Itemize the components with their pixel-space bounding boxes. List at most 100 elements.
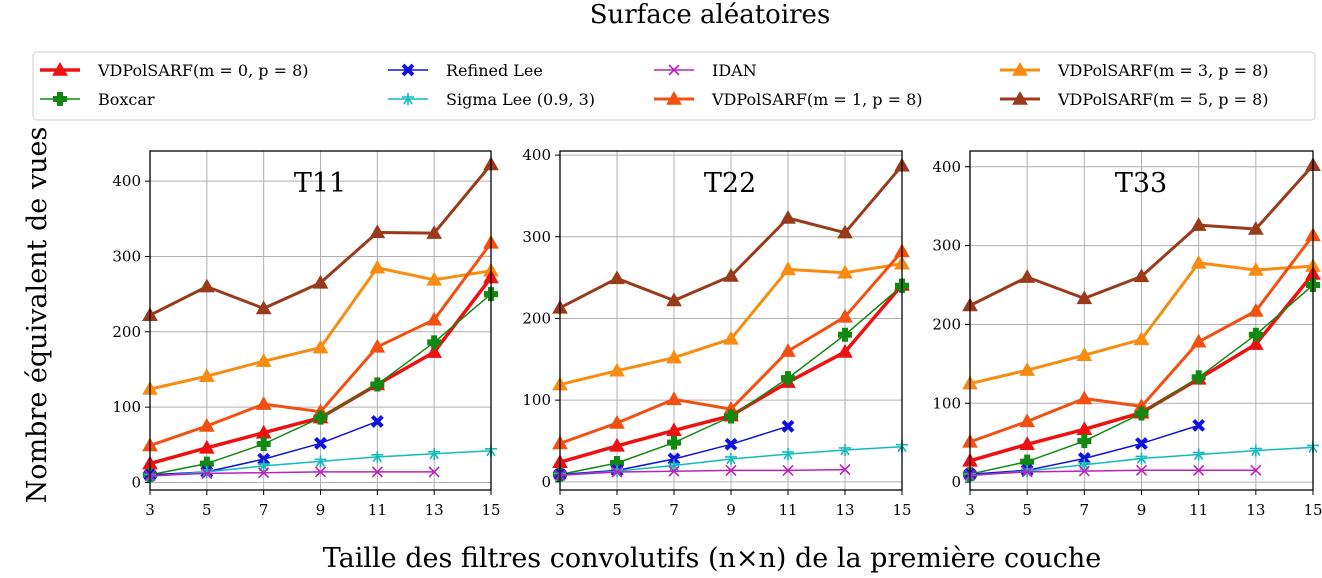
data-point — [312, 274, 329, 289]
data-point — [1248, 327, 1263, 342]
data-point — [1019, 413, 1036, 428]
data-point — [427, 335, 442, 350]
figure-title: Surface aléatoires — [590, 0, 831, 30]
y-tick-label: 100 — [522, 391, 551, 409]
data-point — [1020, 454, 1035, 469]
y-tick-label: 0 — [951, 473, 961, 491]
legend-label: Sigma Lee (0.9, 3) — [446, 90, 595, 109]
y-tick-label: 300 — [522, 228, 551, 246]
data-point — [838, 327, 852, 342]
x-tick-label: 11 — [1189, 501, 1208, 519]
legend-item-vdpolsarf-m-3-p-8: VDPolSARF(m = 3, p = 8) — [1000, 61, 1269, 80]
data-point — [1076, 290, 1093, 305]
data-point — [1078, 465, 1090, 477]
data-point — [370, 415, 384, 428]
data-point — [1019, 269, 1036, 283]
data-point — [782, 464, 794, 476]
data-point — [781, 371, 795, 386]
y-tick-label: 0 — [131, 473, 141, 491]
x-tick-label: 15 — [1303, 501, 1322, 519]
data-point — [666, 292, 682, 307]
data-point — [723, 267, 739, 282]
data-point — [1076, 347, 1093, 361]
y-tick-label: 0 — [541, 473, 551, 491]
legend-swatch-marker — [668, 64, 680, 76]
data-point — [1192, 448, 1205, 461]
x-tick-label: 7 — [669, 501, 679, 519]
y-tick-label: 400 — [932, 158, 961, 176]
data-point — [369, 224, 386, 239]
y-tick-label: 300 — [932, 237, 961, 255]
data-point — [371, 466, 383, 478]
panel-title: T22 — [704, 168, 756, 199]
data-point — [839, 443, 851, 456]
legend-label: IDAN — [712, 61, 757, 80]
data-point — [1249, 444, 1262, 457]
data-point — [1076, 390, 1093, 405]
x-tick-label: 3 — [965, 501, 975, 519]
legend-item-sigma-lee-0-9-3: Sigma Lee (0.9, 3) — [388, 90, 595, 109]
y-tick-label: 400 — [112, 172, 141, 190]
data-point — [1135, 437, 1148, 450]
legend-swatch-marker — [401, 63, 415, 77]
data-point — [312, 339, 329, 354]
data-point — [1193, 464, 1205, 476]
legend-swatch-marker — [666, 90, 682, 105]
data-point — [780, 343, 796, 357]
legend-item-vdpolsarf-m-5-p-8: VDPolSARF(m = 5, p = 8) — [1000, 90, 1269, 109]
x-tick-label: 13 — [835, 501, 854, 519]
data-point — [609, 437, 625, 452]
data-point — [782, 448, 794, 461]
data-point — [428, 447, 441, 460]
panel-title: T11 — [294, 168, 346, 199]
legend-item-boxcar: Boxcar — [40, 90, 155, 109]
data-point — [667, 452, 681, 466]
legend-swatch-marker — [53, 92, 67, 106]
y-tick-label: 200 — [522, 309, 551, 327]
series-idan — [964, 464, 1262, 481]
legend-item-idan: IDAN — [654, 61, 757, 80]
data-point — [1191, 370, 1206, 385]
data-point — [426, 271, 443, 286]
data-point — [839, 464, 851, 476]
data-point — [313, 410, 328, 425]
data-point — [314, 455, 327, 468]
x-tick-label: 5 — [612, 501, 622, 519]
y-tick-label: 100 — [112, 398, 141, 416]
y-tick-label: 200 — [112, 323, 141, 341]
data-point — [1077, 434, 1092, 449]
data-point — [1190, 333, 1207, 348]
x-tick-label: 15 — [481, 501, 500, 519]
panel-t11: 3 5 7 9 11 13 15 0 100 200 300 400 T11 — [112, 150, 501, 519]
data-point — [198, 278, 215, 293]
data-point — [837, 343, 853, 358]
data-point — [1135, 452, 1148, 465]
x-tick-label: 3 — [145, 501, 155, 519]
data-point — [837, 308, 853, 323]
panel-title: T33 — [1115, 168, 1167, 199]
x-tick-label: 9 — [726, 501, 736, 519]
data-point — [723, 330, 739, 345]
data-point — [666, 349, 682, 364]
data-point — [609, 415, 625, 429]
data-point — [314, 436, 327, 450]
data-point — [426, 225, 443, 239]
data-point — [1190, 254, 1207, 269]
data-point — [1133, 268, 1150, 283]
data-point — [255, 353, 272, 367]
legend-label: VDPolSARF(m = 0, p = 8) — [97, 61, 309, 80]
data-point — [781, 419, 795, 433]
data-point — [1190, 217, 1207, 231]
x-tick-label: 11 — [778, 501, 797, 519]
legend-item-refined-lee: Refined Lee — [388, 61, 543, 80]
x-tick-label: 3 — [555, 501, 565, 519]
data-point — [314, 466, 327, 478]
y-tick-label: 300 — [112, 247, 141, 265]
data-point — [837, 264, 853, 279]
legend-label: Boxcar — [98, 90, 155, 109]
data-point — [257, 452, 271, 466]
x-axis-label: Taille des filtres convolutifs (n×n) de … — [323, 543, 1102, 574]
data-point — [1133, 331, 1150, 346]
data-point — [1134, 406, 1149, 421]
